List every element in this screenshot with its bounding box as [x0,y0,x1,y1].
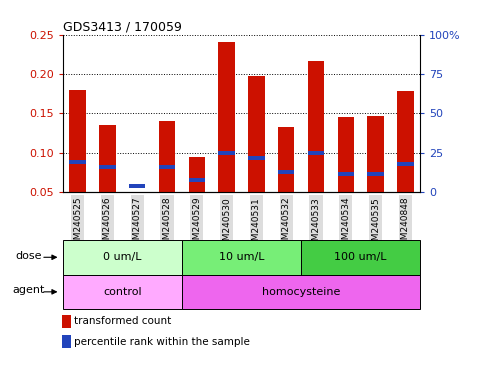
Bar [301,240,420,275]
Bar [159,121,175,192]
Text: dose: dose [16,250,42,261]
Text: 10 um/L: 10 um/L [219,252,264,262]
Bar [70,90,86,192]
Bar [62,314,71,328]
Bar [63,240,182,275]
Bar [368,116,384,192]
Bar [368,172,384,176]
Text: percentile rank within the sample: percentile rank within the sample [74,337,250,347]
Bar [338,117,354,192]
Bar [278,170,294,174]
Bar [129,184,145,188]
Text: agent: agent [13,285,45,295]
Bar [308,151,324,155]
Text: 100 um/L: 100 um/L [334,252,387,262]
Bar [159,165,175,169]
Bar [248,156,265,160]
Bar [63,275,182,309]
Bar [278,127,294,192]
Text: transformed count: transformed count [74,316,172,326]
Bar [308,61,324,192]
Bar [218,151,235,155]
Bar [397,91,413,192]
Bar [99,125,115,192]
Bar [218,43,235,192]
Bar [189,157,205,192]
Bar [62,335,71,348]
Text: homocysteine: homocysteine [262,287,340,297]
Text: control: control [103,287,142,297]
Text: 0 um/L: 0 um/L [103,252,142,262]
Bar [99,165,115,169]
Text: GDS3413 / 170059: GDS3413 / 170059 [63,20,182,33]
Bar [248,76,265,192]
Bar [338,172,354,176]
Bar [182,275,420,309]
Bar [182,240,301,275]
Bar [70,160,86,164]
Bar [397,162,413,166]
Bar [189,178,205,182]
